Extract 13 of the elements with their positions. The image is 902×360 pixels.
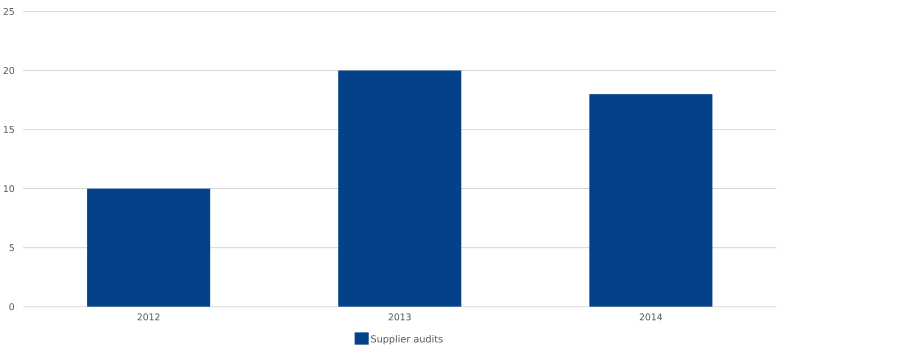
- legend-label: Supplier audits: [371, 334, 443, 344]
- y-tick-label: 5: [10, 244, 14, 251]
- y-tick-label: 20: [4, 66, 14, 74]
- x-tick-label: 2014: [640, 313, 662, 320]
- bar: [338, 70, 462, 307]
- y-tick-label: 15: [4, 126, 14, 133]
- y-tick-label: 25: [4, 8, 14, 15]
- bar: [87, 188, 210, 307]
- bar: [589, 94, 712, 307]
- y-tick-label: 10: [4, 184, 14, 192]
- x-tick-label: 2013: [388, 313, 411, 320]
- y-tick-label: 0: [9, 303, 14, 310]
- x-tick-label: 2012: [138, 313, 160, 320]
